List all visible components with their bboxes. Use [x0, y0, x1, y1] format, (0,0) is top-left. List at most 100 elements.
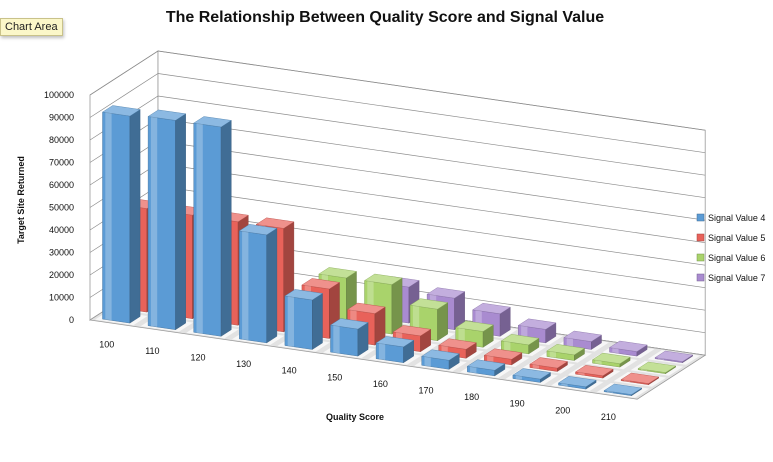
bar-signal-value-7-200[interactable] — [608, 340, 648, 357]
bar-top — [455, 320, 494, 332]
bar-signal-value-4-160[interactable] — [375, 336, 415, 364]
bar-signal-value-4-100[interactable] — [101, 105, 141, 324]
legend-label: Signal Value 6 — [708, 253, 765, 263]
bar-signal-value-4-120[interactable] — [193, 116, 232, 337]
bar-top — [329, 318, 369, 330]
bar-signal-value-6-210[interactable] — [637, 361, 677, 375]
legend-label: Signal Value 4 — [708, 213, 765, 223]
bar-highlight — [378, 343, 386, 360]
y-tick-label: 80000 — [49, 135, 74, 145]
legend-item[interactable]: Signal Value 5 — [696, 233, 765, 243]
bar-top — [193, 116, 232, 128]
y-tick-label: 100000 — [44, 90, 74, 100]
bar-highlight — [612, 348, 619, 354]
bar-top — [500, 334, 540, 346]
bar-top — [603, 383, 643, 395]
x-tick-label: 100 — [99, 339, 114, 349]
bar-signal-value-6-190[interactable] — [546, 344, 586, 361]
bar-top — [438, 338, 477, 350]
bar-highlight — [606, 391, 614, 393]
bar-signal-value-4-150[interactable] — [329, 318, 369, 357]
x-axis-title: Quality Score — [326, 412, 384, 422]
bar-top — [563, 330, 603, 342]
y-tick-label: 70000 — [49, 158, 74, 168]
bar-highlight — [561, 383, 568, 387]
bar-top — [421, 349, 460, 361]
bar-signal-value-4-140[interactable] — [284, 289, 324, 350]
legend-swatch — [696, 273, 705, 282]
bar-highlight — [105, 112, 112, 321]
bar-highlight — [515, 375, 522, 380]
bar-signal-value-5-210[interactable] — [620, 372, 660, 386]
bar-top — [147, 109, 187, 121]
bar-highlight — [470, 366, 477, 374]
bar-highlight — [566, 338, 573, 347]
bar-signal-value-6-170[interactable] — [455, 320, 494, 348]
chart-legend: Signal Value 4 Signal Value 5 Signal Value… — [696, 213, 765, 283]
x-tick-label: 130 — [236, 359, 251, 369]
bar-side — [220, 120, 232, 337]
bar-signal-value-5-180[interactable] — [483, 348, 523, 366]
bar-signal-value-4-210[interactable] — [603, 383, 643, 397]
bar-signal-value-4-200[interactable] — [557, 376, 597, 390]
bar-signal-value-7-210[interactable] — [654, 350, 694, 364]
bar-top — [483, 348, 523, 360]
bar-highlight — [549, 351, 556, 358]
legend-label: Signal Value 7 — [708, 273, 765, 283]
bar-top — [620, 372, 660, 384]
bar-signal-value-4-180[interactable] — [466, 359, 506, 377]
legend-item[interactable]: Signal Value 6 — [696, 253, 765, 263]
bar-signal-value-4-170[interactable] — [421, 349, 460, 370]
bar-signal-value-4-110[interactable] — [147, 109, 187, 331]
x-axis-ticks: 100 110 120 130 140 150 160 170 180 190 200 210 — [99, 339, 616, 422]
bar-top — [608, 340, 648, 352]
bar-signal-value-5-190[interactable] — [529, 357, 569, 372]
bar-top — [591, 352, 631, 364]
y-tick-label: 90000 — [49, 113, 74, 123]
bar-top — [517, 318, 557, 330]
bar-top — [546, 344, 586, 356]
x-tick-label: 160 — [373, 379, 388, 389]
bar-top — [363, 273, 403, 285]
y-axis-ticks: 0 10000 20000 30000 40000 50000 60000 70000 8000… — [44, 90, 74, 325]
bar-highlight — [640, 369, 648, 371]
bar-top — [409, 298, 449, 310]
x-tick-label: 180 — [464, 392, 479, 402]
bar-top — [472, 302, 511, 315]
bar-highlight — [532, 364, 539, 369]
bar-signal-value-7-190[interactable] — [563, 330, 603, 350]
y-tick-label: 60000 — [49, 180, 74, 190]
bar-top — [466, 359, 506, 371]
bar-signal-value-5-200[interactable] — [574, 365, 614, 379]
chart-area-tooltip: Chart Area — [0, 18, 63, 36]
bar-top — [301, 278, 341, 290]
bar-top — [637, 361, 677, 373]
bar-top — [318, 267, 358, 279]
y-tick-label: 20000 — [49, 270, 74, 280]
legend-swatch — [696, 253, 705, 262]
bar-highlight — [487, 355, 494, 363]
bar-highlight — [196, 123, 203, 334]
legend-label: Signal Value 5 — [708, 233, 765, 243]
bar-top — [101, 105, 141, 117]
legend-item[interactable]: Signal Value 7 — [696, 273, 765, 283]
bar-top — [654, 350, 694, 362]
bar-signal-value-4-130[interactable] — [238, 224, 278, 344]
bar-top — [392, 325, 432, 337]
bar-highlight — [578, 372, 585, 376]
x-tick-label: 120 — [190, 353, 205, 363]
bar-signal-value-4-190[interactable] — [512, 368, 552, 383]
bar-signal-value-6-200[interactable] — [591, 352, 631, 368]
bar-top — [574, 365, 614, 377]
y-axis-title: Target Site Returned — [16, 156, 26, 244]
bar-highlight — [623, 380, 631, 382]
x-tick-label: 140 — [282, 366, 297, 376]
x-tick-label: 210 — [601, 412, 616, 422]
gridline — [89, 50, 706, 131]
bar-top — [255, 217, 295, 229]
bar-top — [238, 224, 278, 236]
legend-item[interactable]: Signal Value 4 — [696, 213, 765, 223]
x-tick-label: 190 — [510, 399, 525, 409]
y-tick-label: 10000 — [49, 293, 74, 303]
